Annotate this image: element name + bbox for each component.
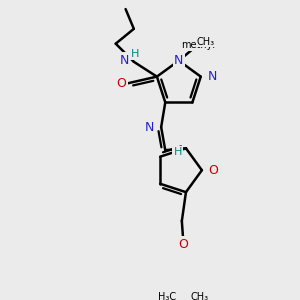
Text: CH₃: CH₃	[191, 292, 209, 300]
Text: H: H	[173, 147, 182, 157]
Text: N: N	[207, 70, 217, 83]
Text: N: N	[174, 54, 184, 67]
Text: O: O	[208, 164, 218, 177]
Text: N: N	[119, 54, 129, 67]
Text: O: O	[116, 77, 126, 90]
Text: CH₃: CH₃	[196, 37, 214, 47]
Text: methyl: methyl	[181, 40, 215, 50]
Text: N: N	[145, 121, 154, 134]
Text: O: O	[178, 238, 188, 250]
Text: H: H	[131, 49, 140, 58]
Text: H₃C: H₃C	[158, 292, 176, 300]
